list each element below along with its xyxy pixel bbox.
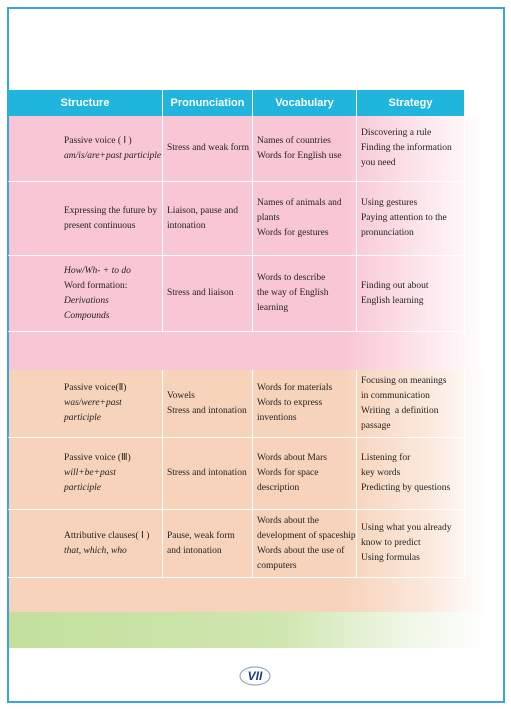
column-header: Vocabulary bbox=[253, 90, 357, 116]
cell-line: and intonation bbox=[167, 545, 222, 556]
cell-line: Names of countries bbox=[257, 135, 331, 146]
cell-line: Word formation: bbox=[64, 280, 128, 291]
cell-line: Words about the bbox=[257, 515, 320, 526]
cell-line: that, which, who bbox=[64, 545, 127, 556]
cell-line: Names of animals and bbox=[257, 198, 342, 208]
table-cell: Pause, weak form and intonation bbox=[163, 510, 253, 578]
cell-line: Paying attention to the bbox=[361, 213, 447, 223]
cell-line: computers bbox=[257, 560, 297, 571]
table-cell: Vowels Stress and intonation bbox=[163, 370, 253, 438]
table-cell: Words about the development of spaceship W… bbox=[253, 510, 357, 578]
cell-line: inventions bbox=[257, 413, 297, 423]
cell-line: English learning bbox=[361, 295, 424, 306]
cell-line: Using formulas bbox=[361, 553, 420, 563]
table-cell: Focusing on meanings in communication Writ… bbox=[357, 370, 465, 438]
cell-line: Finding out about bbox=[361, 280, 429, 291]
cell-line: Words for materials bbox=[257, 383, 333, 393]
page-number-logo: VII bbox=[239, 666, 271, 686]
cell-line: Using what you already bbox=[361, 523, 452, 533]
cell-line: Attributive clauses( Ⅰ ) bbox=[64, 530, 150, 541]
cell-line: you need bbox=[361, 158, 396, 168]
cell-line: Discovering a rule bbox=[361, 128, 432, 138]
cell-line: Stress and weak form bbox=[167, 143, 250, 153]
table-cell: Stress and liaison bbox=[163, 256, 253, 332]
cell-line: Derivations bbox=[64, 295, 109, 306]
cell-line: was/were+past bbox=[64, 398, 122, 408]
cell-line: learning bbox=[257, 303, 289, 313]
cell-line: development of spaceship bbox=[257, 530, 356, 541]
cell-line: Stress and liaison bbox=[167, 288, 234, 298]
table-cell: Liaison, pause and intonation bbox=[163, 182, 253, 256]
cell-line: Words for English use bbox=[257, 150, 342, 161]
table-cell: Passive voice ( Ⅰ ) am/is/are+past partic… bbox=[8, 116, 163, 182]
cell-line: description bbox=[257, 483, 300, 493]
table-cell: Words about Mars Words for space descripti… bbox=[253, 438, 357, 510]
column-header: Structure bbox=[8, 90, 163, 116]
table-cell: Words to describe the way of English learn… bbox=[253, 256, 357, 332]
table-cell: Stress and weak form bbox=[163, 116, 253, 182]
cell-line: Passive voice (Ⅲ) bbox=[64, 453, 131, 463]
cell-line: the way of English bbox=[257, 288, 329, 298]
cell-line: Pause, weak form bbox=[167, 530, 235, 541]
cell-line: will+be+past bbox=[64, 468, 116, 478]
table-cell: Finding out about English learning bbox=[357, 256, 465, 332]
column-header: Pronunciation bbox=[163, 90, 253, 116]
table-cell: Expressing the future by present continuo… bbox=[8, 182, 163, 256]
table-cell: How/Wh- + to do Word formation: Derivation… bbox=[8, 256, 163, 332]
cell-line: plants bbox=[257, 213, 280, 223]
cell-line: Words for gestures bbox=[257, 228, 329, 238]
cell-line: know to predict bbox=[361, 538, 421, 548]
cell-line: intonation bbox=[167, 220, 206, 231]
cell-line: Using gestures bbox=[361, 198, 418, 208]
cell-line: Words for space bbox=[257, 468, 319, 478]
cell-line: Words to describe bbox=[257, 273, 326, 283]
cell-line: am/is/are+past participle bbox=[64, 150, 162, 161]
column-header: Strategy bbox=[357, 90, 465, 116]
cell-line: passage bbox=[361, 420, 391, 431]
table-cell: Discovering a rule Finding the informatio… bbox=[357, 116, 465, 182]
cell-line: Liaison, pause and bbox=[167, 205, 238, 216]
page-number: VII bbox=[248, 669, 263, 683]
cell-line: present continuous bbox=[64, 220, 136, 231]
table-cell: Passive voice (Ⅲ) will+be+past participle bbox=[8, 438, 163, 510]
cell-line: Expressing the future by bbox=[64, 205, 158, 216]
table-cell: Attributive clauses( Ⅰ ) that, which, who bbox=[8, 510, 163, 578]
table-cell: Listening for key words Predicting by ques… bbox=[357, 438, 465, 510]
cell-line: Passive voice ( Ⅰ ) bbox=[64, 135, 132, 146]
cell-line: Stress and intonation bbox=[167, 468, 247, 478]
cell-line: Stress and intonation bbox=[167, 405, 247, 416]
page-frame bbox=[7, 7, 505, 703]
table-cell: Names of animals and plants Words for gest… bbox=[253, 182, 357, 256]
pink-band bbox=[9, 116, 501, 370]
cell-line: How/Wh- + to do bbox=[64, 265, 131, 276]
cell-line: participle bbox=[64, 413, 101, 423]
table-cell: Names of countries Words for English use bbox=[253, 116, 357, 182]
table-cell: Words for materials Words to express inven… bbox=[253, 370, 357, 438]
cell-line: pronunciation bbox=[361, 228, 414, 238]
peach-band bbox=[9, 370, 501, 612]
table-cell: Using gestures Paying attention to the pro… bbox=[357, 182, 465, 256]
cell-line: key words bbox=[361, 468, 401, 478]
cell-line: in communication bbox=[361, 390, 430, 401]
cell-line: Focusing on meanings bbox=[361, 375, 447, 386]
cell-line: Words to express bbox=[257, 398, 323, 408]
cell-line: Listening for bbox=[361, 453, 411, 463]
cell-line: Finding the information bbox=[361, 143, 452, 153]
cell-line: Compounds bbox=[64, 310, 110, 321]
cell-line: Writing a definition bbox=[361, 405, 439, 416]
cell-line: Vowels bbox=[167, 390, 195, 401]
table-cell: Using what you already know to predict Usi… bbox=[357, 510, 465, 578]
green-band bbox=[9, 612, 501, 648]
cell-line: Predicting by questions bbox=[361, 483, 451, 493]
table-cell: Passive voice(Ⅱ) was/were+past participle bbox=[8, 370, 163, 438]
cell-line: participle bbox=[64, 483, 101, 493]
cell-line: Passive voice(Ⅱ) bbox=[64, 383, 127, 393]
cell-line: Words about the use of bbox=[257, 545, 345, 556]
cell-line: Words about Mars bbox=[257, 453, 327, 463]
table-cell: Stress and intonation bbox=[163, 438, 253, 510]
